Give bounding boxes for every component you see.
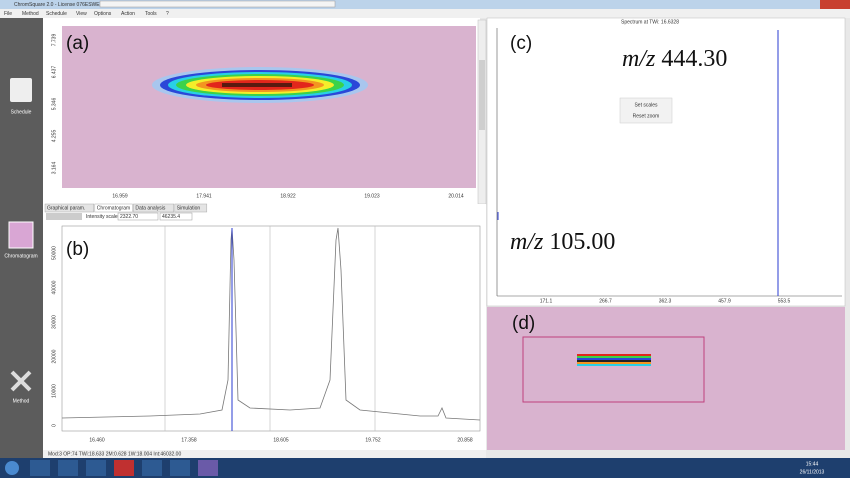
chromatogram-plot — [61, 225, 481, 432]
taskbar-apps — [30, 460, 218, 476]
tab[interactable] — [174, 203, 208, 213]
progress — [99, 0, 336, 8]
menu-item[interactable]: Method — [22, 11, 39, 17]
x-tick-label: 171.1 — [540, 298, 553, 304]
x-tick-label: 266.7 — [599, 298, 612, 304]
x-tick-label: 19.023 — [364, 193, 380, 199]
x-tick-label: 19.752 — [365, 437, 381, 443]
x-tick-label: 553.5 — [778, 298, 791, 304]
schedule-icon[interactable] — [10, 78, 32, 102]
start-button[interactable] — [5, 461, 19, 475]
context-menu — [619, 97, 673, 124]
panel-label: (a) — [66, 33, 89, 54]
y-tick-label: 40000 — [51, 280, 57, 294]
status-text: Mod:3 OP:74 TWi:18.633 2M:0.628 1W:18.00… — [48, 451, 181, 457]
sidebar-item[interactable]: Schedule — [11, 109, 32, 115]
y-tick-label: 5.346 — [51, 98, 57, 111]
x-tick-label: 457.9 — [718, 298, 731, 304]
x-tick-label: 17.941 — [196, 193, 212, 199]
status-bar — [43, 450, 486, 458]
mz-prefix: m/z — [510, 229, 544, 255]
intensity-field[interactable] — [159, 212, 193, 221]
menu-button[interactable]: Reset zoom — [633, 113, 660, 119]
y-tick-label: 30000 — [51, 315, 57, 329]
menu-item[interactable]: Tools — [145, 11, 157, 17]
tab[interactable] — [133, 203, 175, 213]
tab-label[interactable]: Simulation — [177, 205, 201, 211]
x-tick-label: 20.858 — [457, 437, 473, 443]
scroll-thumb[interactable] — [479, 60, 485, 130]
dividers — [164, 226, 376, 431]
close-button[interactable] — [820, 0, 850, 9]
y-tick-label: 0 — [51, 424, 57, 427]
y-tick-label: 10000 — [51, 384, 57, 398]
x-tick-label: 16.959 — [112, 193, 128, 199]
y-tick-label: 3.164 — [51, 162, 57, 175]
menu-bar — [0, 9, 850, 18]
spectrum-title: Spectrum at TWi: 16.6328 — [621, 19, 679, 25]
zoom-box — [522, 336, 705, 403]
x-tick-label: 16.460 — [89, 437, 105, 443]
y-tick-label: 20000 — [51, 349, 57, 363]
chromatogram-icon[interactable] — [8, 221, 34, 249]
toolbar-icons[interactable] — [46, 213, 82, 220]
x-tick-label: 362.3 — [659, 298, 672, 304]
intensity-field[interactable] — [117, 212, 159, 221]
intensity-label: Intensity scale: — [86, 214, 119, 220]
y-tick-label: 50000 — [51, 246, 57, 260]
x-tick-label: 18.605 — [273, 437, 289, 443]
menu-item[interactable]: ? — [166, 11, 169, 17]
contour-blob — [152, 67, 368, 103]
mz-value: 444.30 — [661, 46, 727, 72]
tab[interactable] — [94, 203, 133, 213]
sidebar-item[interactable]: Method — [13, 398, 30, 404]
menu-button[interactable]: Set scales — [634, 102, 658, 108]
contour-plot — [62, 26, 476, 188]
panel-d — [487, 307, 845, 450]
clock-date: 26/11/2013 — [800, 469, 825, 475]
mz-prefix: m/z — [622, 46, 656, 72]
intensity-value: 46235.4 — [162, 214, 180, 220]
tab-label[interactable]: Chromatogram — [97, 205, 130, 211]
y-tick-label: 7.739 — [51, 34, 57, 47]
menu-item[interactable]: Schedule — [46, 11, 67, 17]
tab-label[interactable]: Data analysis — [135, 205, 166, 211]
mz-label: m/z 105.00 — [510, 229, 615, 255]
overview-blob — [577, 354, 651, 366]
y-tick-label: 6.437 — [51, 66, 57, 79]
intensity-value: 2322.70 — [120, 214, 138, 220]
mz-value: 105.00 — [549, 229, 615, 255]
tab-label[interactable]: Graphical param. — [47, 205, 85, 211]
menu-item[interactable]: Options — [94, 11, 112, 17]
menu-item[interactable]: View — [76, 11, 87, 17]
x-tick-label: 20.014 — [448, 193, 464, 199]
panel-label: (c) — [510, 33, 532, 54]
x-tick-label: 18.922 — [280, 193, 296, 199]
menu-item[interactable]: File — [4, 11, 12, 17]
method-icon[interactable] — [10, 370, 32, 392]
clock-time: 15:44 — [806, 461, 819, 467]
sidebar-item[interactable]: Chromatogram — [4, 253, 37, 259]
menu-item[interactable]: Action — [121, 11, 135, 17]
chromatogram-trace — [61, 227, 481, 421]
panel-label: (d) — [512, 313, 535, 334]
panel-label: (b) — [66, 239, 89, 260]
x-tick-label: 17.358 — [181, 437, 197, 443]
title-bar — [0, 0, 850, 9]
mz-label: m/z 444.30 — [622, 46, 727, 72]
panel-c — [486, 17, 846, 307]
tab[interactable] — [44, 203, 95, 213]
y-tick-label: 4.255 — [51, 130, 57, 143]
